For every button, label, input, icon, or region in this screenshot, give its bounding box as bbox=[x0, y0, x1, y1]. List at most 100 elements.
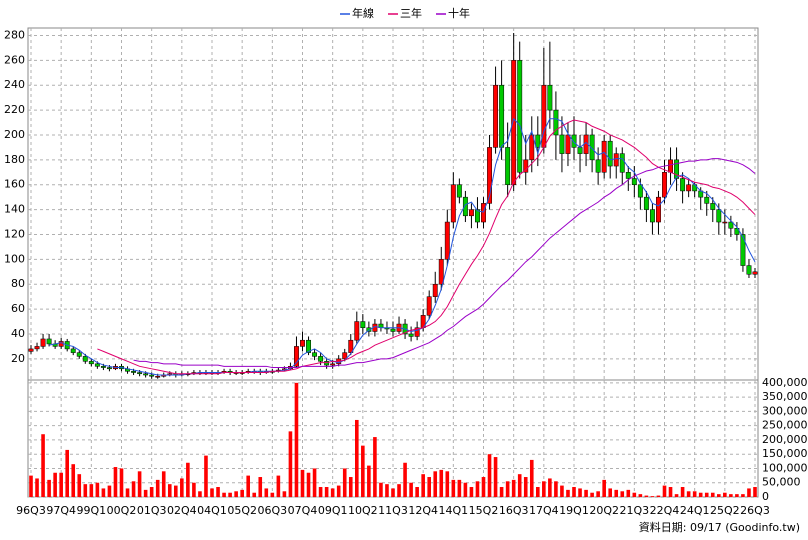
x-tick-label: 10Q2 bbox=[348, 504, 378, 517]
candle-body bbox=[517, 60, 523, 173]
volume-bar bbox=[143, 489, 148, 497]
volume-bar bbox=[626, 489, 631, 497]
candle-body bbox=[649, 209, 655, 223]
candle-body bbox=[137, 372, 143, 375]
ma-line bbox=[97, 119, 756, 375]
volume-bar bbox=[222, 492, 226, 497]
volume-bar bbox=[517, 474, 522, 497]
volume-bar bbox=[433, 471, 438, 497]
volume-bar bbox=[741, 494, 745, 497]
candle-body bbox=[456, 184, 462, 198]
candle-body bbox=[82, 356, 88, 362]
candle-body bbox=[432, 283, 438, 297]
x-tick-label: 97Q4 bbox=[46, 504, 76, 517]
volume-bar bbox=[632, 492, 637, 497]
volume-bar bbox=[71, 464, 76, 497]
candle-body bbox=[450, 184, 456, 223]
volume-bar bbox=[355, 419, 359, 497]
candle-body bbox=[312, 352, 318, 357]
candle-body bbox=[408, 333, 414, 337]
candle-body bbox=[619, 153, 625, 173]
candle-body bbox=[366, 327, 372, 332]
volume-bar bbox=[457, 479, 462, 497]
volume-bar bbox=[53, 472, 57, 497]
volume-bar bbox=[662, 485, 667, 497]
candle-body bbox=[475, 209, 480, 223]
y-tick-label: 160 bbox=[4, 178, 25, 191]
volume-bar bbox=[155, 479, 160, 497]
candle-body bbox=[643, 196, 649, 210]
volume-bar bbox=[186, 462, 190, 497]
candle-body bbox=[46, 338, 52, 345]
volume-bar bbox=[686, 491, 691, 497]
volume-bar bbox=[680, 487, 685, 497]
volume-bar bbox=[35, 478, 39, 497]
volume-bar bbox=[475, 481, 480, 497]
legend-label: 十年 bbox=[448, 6, 470, 20]
candle-body bbox=[100, 366, 106, 368]
y-tick-label: 240 bbox=[4, 78, 25, 91]
volume-bar bbox=[216, 487, 220, 497]
candle-body bbox=[595, 159, 601, 173]
volume-bar bbox=[65, 449, 69, 497]
y2-tick-label: 0 bbox=[762, 490, 769, 503]
volume-bar bbox=[644, 495, 649, 497]
volume-bar bbox=[41, 434, 45, 497]
candle-body bbox=[656, 196, 661, 223]
x-tick-label: 09Q1 bbox=[318, 504, 348, 517]
y-tick-label: 280 bbox=[4, 28, 25, 41]
volume-bar bbox=[264, 488, 269, 497]
volume-bar bbox=[511, 479, 516, 497]
volume-bar bbox=[77, 474, 82, 497]
volume-bar bbox=[403, 462, 407, 497]
volume-bar bbox=[204, 455, 208, 497]
candle-body bbox=[601, 140, 607, 173]
volume-bar bbox=[560, 485, 564, 497]
volume-bar bbox=[536, 487, 540, 497]
volume-bar bbox=[487, 454, 492, 497]
volume-bar bbox=[385, 484, 389, 497]
x-tick-label: 16Q3 bbox=[499, 504, 529, 517]
volume-bar bbox=[161, 471, 166, 497]
y2-tick-label: 100,000 bbox=[762, 461, 808, 474]
volume-bar bbox=[529, 459, 534, 497]
candle-body bbox=[149, 374, 155, 377]
volume-bar bbox=[59, 472, 63, 497]
source-note: 資料日期: 09/17 (Goodinfo.tw) bbox=[639, 520, 800, 534]
x-tick-label: 01Q3 bbox=[137, 504, 167, 517]
volume-bar bbox=[523, 477, 528, 497]
volume-bar bbox=[499, 487, 504, 497]
candle-body bbox=[680, 178, 686, 192]
candle-body bbox=[589, 134, 595, 161]
candle-body bbox=[535, 134, 541, 148]
x-tick-label: 96Q3 bbox=[16, 504, 46, 517]
volume-bar bbox=[608, 488, 612, 497]
volume-bar bbox=[101, 488, 106, 497]
volume-bar bbox=[692, 491, 697, 497]
candle-body bbox=[426, 296, 432, 316]
candle-body bbox=[523, 159, 529, 173]
candle-body bbox=[306, 339, 311, 353]
volume-bar bbox=[306, 472, 311, 497]
volume-bar bbox=[288, 431, 293, 497]
x-tick-label: 02Q4 bbox=[167, 504, 197, 517]
volume-bar bbox=[270, 492, 275, 497]
volume-bar bbox=[614, 489, 619, 497]
candle-body bbox=[438, 259, 444, 285]
y-tick-label: 60 bbox=[11, 302, 25, 315]
volume-bar bbox=[668, 487, 673, 497]
x-tick-label: 17Q4 bbox=[529, 504, 559, 517]
candle-body bbox=[553, 109, 559, 136]
volume-bar bbox=[638, 494, 643, 497]
volume-bar bbox=[590, 492, 594, 497]
volume-bar bbox=[723, 492, 727, 497]
volume-bar bbox=[119, 468, 124, 497]
volume-bar bbox=[620, 491, 625, 497]
volume-bar bbox=[234, 491, 238, 497]
volume-bar bbox=[367, 465, 371, 497]
candle-body bbox=[746, 265, 752, 275]
ma-line bbox=[133, 158, 756, 369]
volume-bar bbox=[324, 487, 329, 497]
volume-bar bbox=[704, 492, 709, 497]
